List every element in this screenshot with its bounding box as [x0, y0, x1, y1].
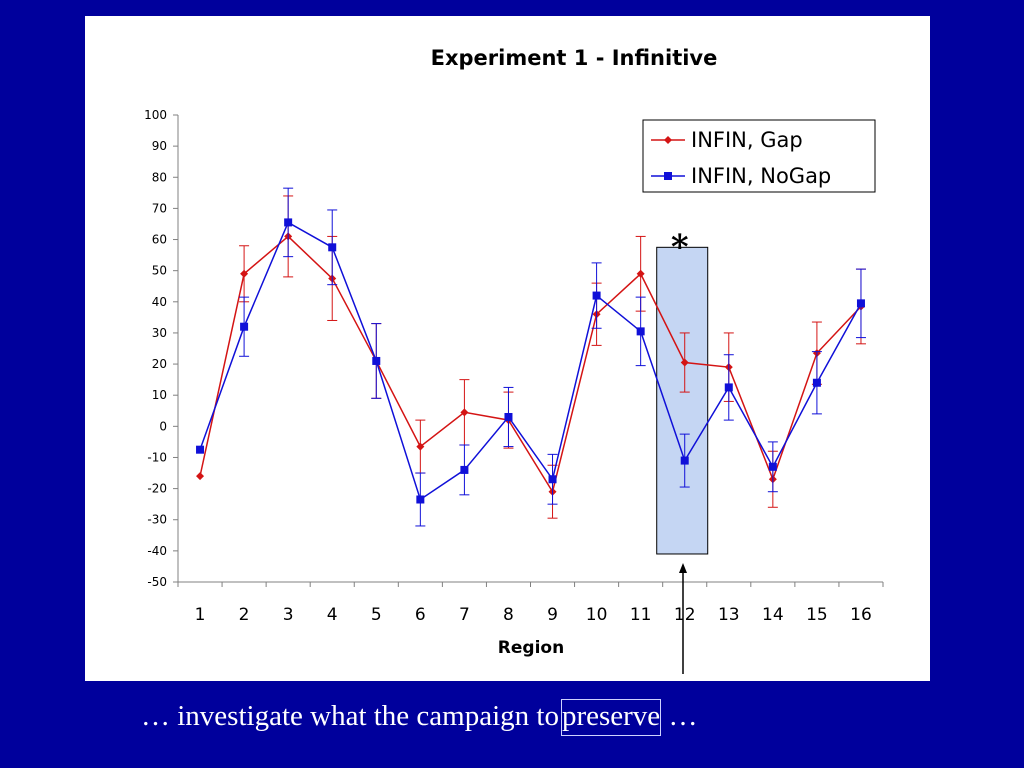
y-tick-label: 30 — [152, 326, 167, 340]
highlight-region: * — [656, 227, 709, 555]
legend-marker-gap — [664, 136, 672, 144]
legend-label-nogap: INFIN, NoGap — [691, 164, 831, 188]
x-tick-label: 4 — [327, 605, 338, 625]
caption-text: … investigate what the campaign to — [141, 700, 559, 732]
x-axis: 1 2 3 4 5 6 7 8 9 10 11 12 13 14 15 16 — [177, 581, 884, 625]
x-tick-label: 1 — [195, 605, 206, 625]
x-tick-label: 9 — [547, 605, 558, 625]
x-tick-label: 10 — [586, 605, 608, 625]
y-tick-label: 60 — [152, 233, 167, 247]
point-nogap — [504, 412, 513, 421]
x-tick-label: 8 — [503, 605, 514, 625]
point-gap — [240, 269, 249, 278]
legend-label-gap: INFIN, Gap — [691, 128, 803, 152]
series-line-nogap — [199, 221, 862, 501]
point-nogap — [856, 299, 865, 308]
y-tick-label: 90 — [152, 139, 167, 153]
x-tick-label: 13 — [718, 605, 740, 625]
point-nogap — [548, 475, 557, 484]
point-nogap — [284, 218, 293, 227]
y-tick-label: -50 — [147, 575, 167, 589]
x-tick-label: 2 — [239, 605, 250, 625]
x-tick-label: 11 — [630, 605, 652, 625]
x-tick-label: 16 — [850, 605, 872, 625]
legend-entries: INFIN, Gap INFIN, NoGap — [651, 128, 831, 188]
y-tick-label: -40 — [147, 544, 167, 558]
highlight-box — [656, 246, 709, 555]
point-nogap — [812, 378, 821, 387]
point-gap — [196, 472, 205, 481]
point-gap — [416, 442, 425, 451]
x-tick-label: 15 — [806, 605, 828, 625]
x-tick-label: 6 — [415, 605, 426, 625]
point-nogap — [372, 356, 381, 365]
line-chart: Experiment 1 - Infinitive 10090807060504… — [144, 46, 884, 658]
y-tick-label: 50 — [152, 264, 167, 278]
point-nogap — [636, 327, 645, 336]
y-tick-label: -10 — [147, 450, 167, 464]
significance-marker: * — [671, 227, 689, 267]
point-gap — [460, 408, 469, 417]
series-line-gap — [199, 235, 862, 494]
legend: INFIN, Gap INFIN, NoGap — [642, 119, 876, 193]
x-tick-label: 7 — [459, 605, 470, 625]
legend-marker-nogap — [664, 172, 672, 180]
series-layer — [196, 187, 866, 527]
x-tick-label: 12 — [674, 605, 696, 625]
point-nogap — [460, 465, 469, 474]
y-tick-label: 100 — [144, 108, 167, 122]
point-gap — [636, 269, 645, 278]
y-tick-label: 80 — [152, 170, 167, 184]
y-tick-label: -20 — [147, 482, 167, 496]
y-tick-label: 70 — [152, 201, 167, 215]
y-tick-label: 0 — [159, 419, 167, 433]
x-axis-title: Region — [498, 638, 564, 658]
legend-box — [642, 119, 876, 193]
chart-panel: Experiment 1 - Infinitive 100 90 80 70 60 50 4… — [85, 16, 930, 681]
series-1 — [196, 195, 866, 519]
caption: … investigate what the campaign to preser… — [141, 699, 697, 736]
point-nogap — [680, 456, 689, 465]
point-nogap — [196, 445, 205, 454]
y-tick-label: 20 — [152, 357, 167, 371]
x-tick-label: 5 — [371, 605, 382, 625]
caption-boxed-word: preserve — [560, 699, 662, 736]
chart-title: Experiment 1 - Infinitive — [431, 46, 718, 70]
point-nogap — [240, 322, 249, 331]
caption-text-end: … — [661, 700, 698, 732]
series-2 — [196, 187, 866, 527]
point-nogap — [768, 462, 777, 471]
x-tick-label: 3 — [283, 605, 294, 625]
y-tick-label: -30 — [147, 513, 167, 527]
x-tick-label: 14 — [762, 605, 784, 625]
point-nogap — [328, 243, 337, 252]
point-gap — [680, 358, 689, 367]
point-nogap — [724, 383, 733, 392]
point-nogap — [592, 291, 601, 300]
y-tick-label: 10 — [152, 388, 167, 402]
y-tick-label: 40 — [152, 295, 167, 309]
point-nogap — [416, 495, 425, 504]
